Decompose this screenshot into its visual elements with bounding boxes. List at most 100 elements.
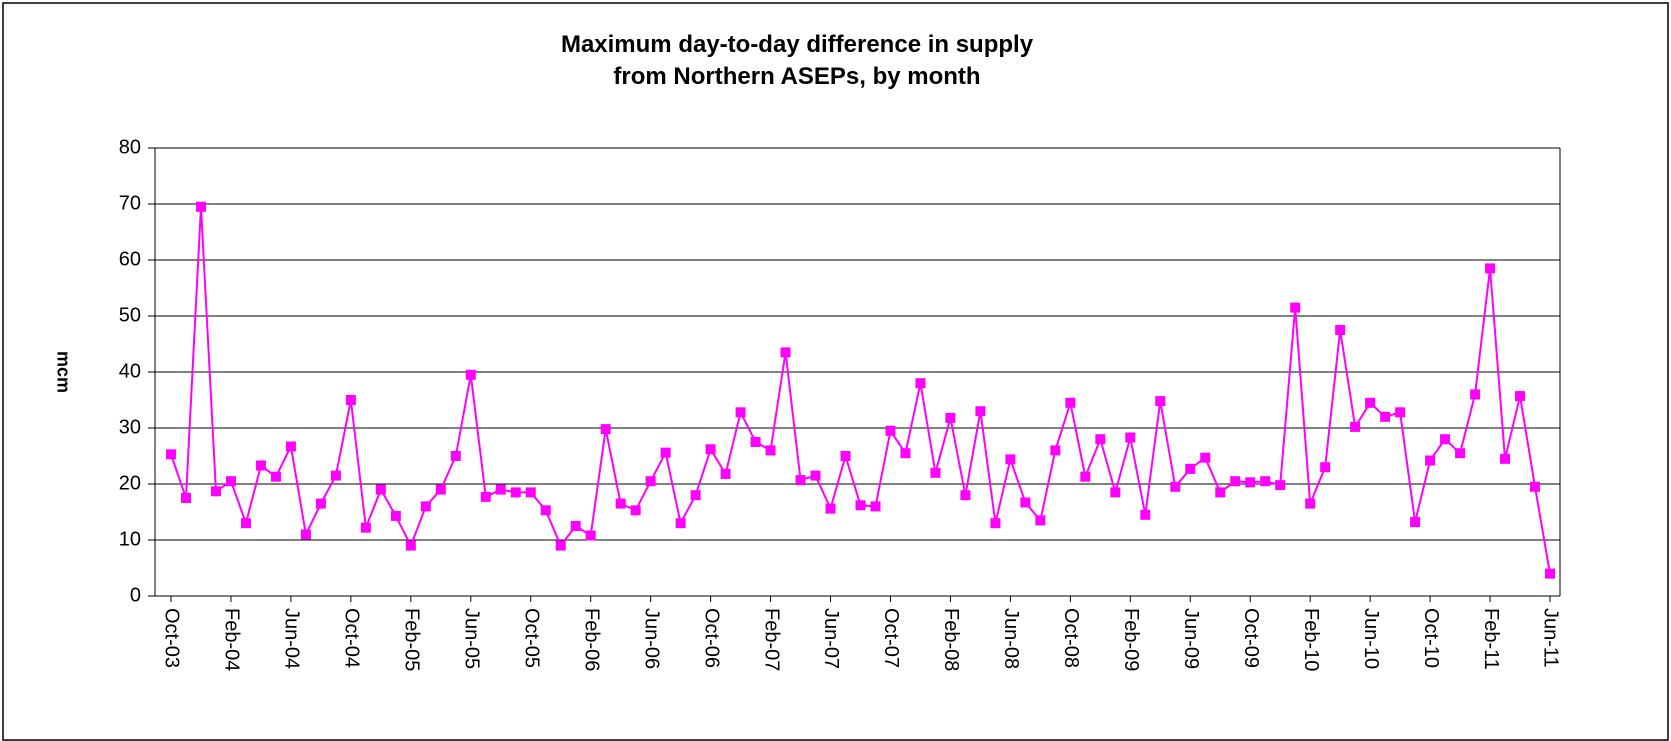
marker (480, 491, 491, 502)
marker (1215, 487, 1226, 498)
marker (345, 395, 356, 405)
marker (510, 487, 521, 498)
marker (375, 484, 386, 495)
marker (945, 412, 956, 423)
x-tick-label: Feb-10 (1300, 608, 1322, 671)
marker (1395, 407, 1406, 418)
marker (795, 475, 806, 486)
x-tick-label: Oct-06 (700, 608, 722, 668)
marker (1500, 453, 1511, 464)
marker (1200, 452, 1211, 463)
marker (555, 540, 566, 551)
y-tick-label: 30 (119, 416, 141, 438)
x-tick-label: Oct-07 (880, 608, 902, 668)
marker (1485, 263, 1496, 274)
marker (1410, 517, 1421, 528)
marker (975, 406, 986, 417)
marker (615, 498, 626, 509)
marker (1005, 454, 1016, 465)
marker (930, 467, 941, 478)
marker (585, 530, 596, 541)
x-tick-label: Jun-08 (1000, 608, 1022, 669)
marker (675, 518, 686, 529)
y-tick-label: 80 (119, 136, 141, 158)
marker (1305, 498, 1316, 509)
marker (600, 424, 611, 435)
marker (1380, 411, 1391, 422)
marker (990, 518, 1001, 529)
marker (240, 518, 251, 529)
y-tick-label: 50 (119, 304, 141, 326)
marker (1425, 455, 1436, 466)
marker (1155, 396, 1166, 407)
marker (690, 490, 701, 501)
marker (780, 347, 791, 358)
marker (1365, 397, 1376, 408)
marker (1050, 445, 1061, 456)
marker (840, 451, 851, 461)
y-tick-label: 20 (119, 472, 141, 494)
marker (435, 484, 446, 495)
marker (166, 449, 176, 460)
x-tick-label: Feb-09 (1120, 608, 1142, 671)
marker (1515, 391, 1526, 402)
x-tick-label: Jun-10 (1360, 608, 1382, 669)
marker (1080, 471, 1091, 482)
marker (330, 470, 341, 481)
marker (570, 521, 581, 531)
marker (195, 201, 206, 212)
marker (1290, 302, 1301, 313)
marker (225, 476, 236, 487)
marker (315, 498, 326, 509)
marker (1530, 481, 1541, 492)
marker (825, 503, 836, 514)
marker (960, 490, 971, 501)
marker (540, 505, 551, 516)
marker (1470, 389, 1481, 400)
marker (465, 369, 476, 380)
marker (1440, 434, 1451, 445)
marker (495, 484, 506, 495)
chart-title: from Northern ASEPs, by month (613, 63, 980, 90)
marker (735, 407, 746, 418)
y-tick-label: 10 (119, 528, 141, 550)
marker (1335, 325, 1346, 335)
marker (1350, 421, 1361, 432)
marker (915, 378, 926, 389)
marker (630, 505, 641, 516)
y-tick-label: 40 (119, 360, 141, 382)
marker (390, 510, 401, 521)
x-tick-label: Oct-10 (1420, 608, 1442, 668)
x-tick-label: Jun-06 (640, 608, 662, 669)
x-tick-label: Oct-04 (341, 608, 363, 668)
y-tick-label: 70 (119, 192, 141, 214)
marker (270, 471, 281, 482)
marker (1185, 463, 1196, 474)
y-tick-label: 60 (119, 248, 141, 270)
marker (420, 501, 431, 512)
marker (1230, 476, 1241, 487)
x-tick-label: Oct-08 (1060, 608, 1082, 668)
marker (705, 444, 716, 455)
x-tick-label: Feb-05 (401, 608, 423, 671)
x-tick-label: Oct-05 (520, 608, 542, 668)
marker (870, 501, 881, 512)
x-tick-label: Feb-06 (580, 608, 602, 671)
y-axis-label: mcm (53, 351, 73, 393)
marker (885, 425, 896, 436)
marker (405, 540, 416, 551)
x-tick-label: Jun-09 (1180, 608, 1202, 669)
x-tick-label: Feb-04 (221, 608, 243, 671)
marker (1140, 509, 1151, 520)
marker (1125, 432, 1136, 443)
x-tick-label: Oct-03 (161, 608, 183, 668)
marker (1110, 487, 1121, 498)
marker (1260, 476, 1271, 487)
x-tick-label: Jun-05 (461, 608, 483, 669)
marker (525, 487, 536, 498)
marker (660, 447, 671, 458)
marker (900, 448, 911, 459)
marker (750, 437, 761, 447)
x-tick-label: Oct-09 (1240, 608, 1262, 668)
